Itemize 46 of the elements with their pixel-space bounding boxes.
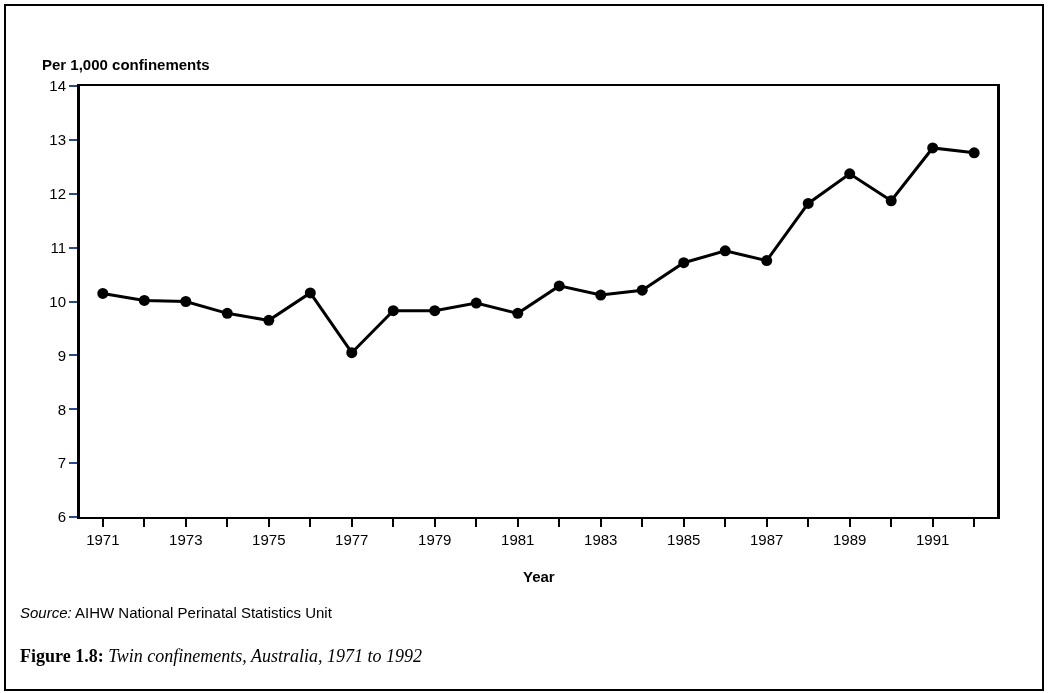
x-tick-label: 1987 bbox=[750, 531, 784, 548]
point bbox=[470, 297, 482, 309]
point bbox=[761, 255, 773, 267]
x-axis-title: Year bbox=[523, 568, 555, 585]
point bbox=[595, 289, 607, 301]
x-tick-label: 1989 bbox=[833, 531, 867, 548]
x-tick-label: 1977 bbox=[335, 531, 369, 548]
point bbox=[968, 147, 980, 159]
point bbox=[844, 168, 856, 180]
x-tick-label: 1971 bbox=[86, 531, 120, 548]
y-tick-label: 6 bbox=[57, 508, 66, 526]
text: Figure 1.8: Twin confinements, Australia, 1971 to 1992 bbox=[20, 646, 422, 666]
x-tick-label: 1979 bbox=[418, 531, 452, 548]
point bbox=[97, 287, 109, 299]
x-tick-label: 1985 bbox=[667, 531, 701, 548]
y-tick-label: 13 bbox=[49, 131, 66, 149]
point bbox=[221, 307, 233, 319]
point bbox=[429, 305, 441, 317]
point bbox=[553, 280, 565, 292]
point bbox=[885, 195, 897, 207]
point bbox=[304, 287, 316, 299]
point bbox=[512, 307, 524, 319]
x-tick-label: 1983 bbox=[584, 531, 618, 548]
point bbox=[678, 257, 690, 269]
point bbox=[138, 294, 150, 306]
y-tick-label: 9 bbox=[57, 346, 66, 364]
point bbox=[346, 347, 358, 359]
point bbox=[263, 314, 275, 326]
x-tick-label: 1991 bbox=[916, 531, 950, 548]
y-axis-title: Per 1,000 confinements bbox=[42, 56, 210, 73]
y-tick-label: 8 bbox=[57, 400, 66, 418]
point bbox=[636, 284, 648, 296]
x-tick-label: 1975 bbox=[252, 531, 286, 548]
y-tick-label: 12 bbox=[49, 185, 66, 202]
point bbox=[927, 142, 939, 154]
y-tick-label: 14 bbox=[49, 77, 66, 95]
point bbox=[387, 305, 399, 317]
y-tick-label: 10 bbox=[49, 292, 66, 310]
x-tick-label: 1981 bbox=[501, 531, 535, 548]
point bbox=[719, 245, 731, 257]
x-tick-label: 1973 bbox=[169, 531, 203, 548]
y-tick-label: 7 bbox=[57, 454, 66, 472]
y-tick-label: 11 bbox=[50, 238, 66, 256]
point bbox=[180, 296, 192, 307]
source-note: Source: AIHW National Perinatal Statistics Unit bbox=[20, 604, 333, 621]
point bbox=[802, 197, 814, 209]
